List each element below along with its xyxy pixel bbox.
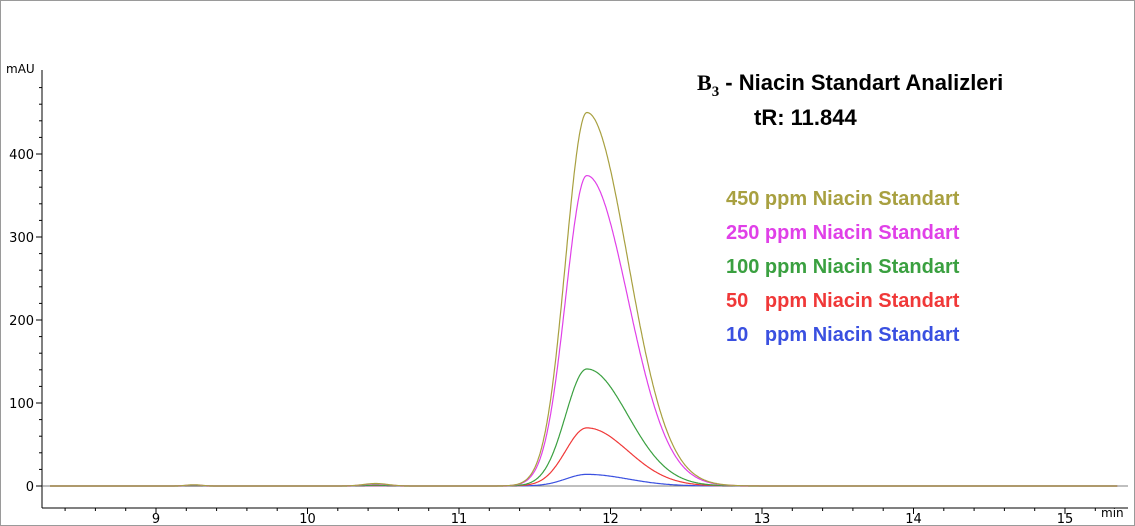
axes [41,70,1128,509]
series-line-1 [50,111,1118,487]
legend-entry: 450 ppm Niacin Standart [726,188,960,210]
legend-entry: 10 ppm Niacin Standart [726,324,960,346]
title-rest: - Niacin Standart Analizleri [719,70,1003,95]
y-tick-label: 0 [26,480,34,495]
y-tick-label: 200 [9,314,34,329]
legend: 450 ppm Niacin Standart 250 ppm Niacin St… [726,188,960,346]
x-tick-label: 11 [451,512,468,526]
title-prefix: B [697,70,712,95]
x-axis-label: min [1101,506,1124,520]
series-line-4 [50,427,1118,487]
retention-time-label: tR: 11.844 [754,105,857,130]
legend-entry: 100 ppm Niacin Standart [726,256,960,278]
y-tick-label: 100 [9,397,34,412]
series-curves [50,111,1118,487]
x-tick-label: 12 [602,512,619,526]
x-tick-label: 10 [299,512,316,526]
x-tick-label: 9 [152,512,160,526]
x-tick-label: 14 [905,512,922,526]
y-axis-label: mAU [6,62,35,76]
chart-title: B3 - Niacin Standart Analizleri [697,70,1003,100]
legend-entry: 50 ppm Niacin Standart [726,290,960,312]
x-tick-label: 13 [754,512,771,526]
legend-entry: 250 ppm Niacin Standart [726,222,960,244]
y-tick-label: 400 [9,148,34,163]
y-tick-label: 300 [9,231,34,246]
title-subscript: 3 [712,84,720,100]
tick-labels: 9 10 11 12 13 14 15 0 100 200 300 400 [9,87,1096,526]
series-line-5 [50,473,1118,487]
x-tick-label: 15 [1057,512,1074,526]
series-line-3 [50,368,1118,487]
